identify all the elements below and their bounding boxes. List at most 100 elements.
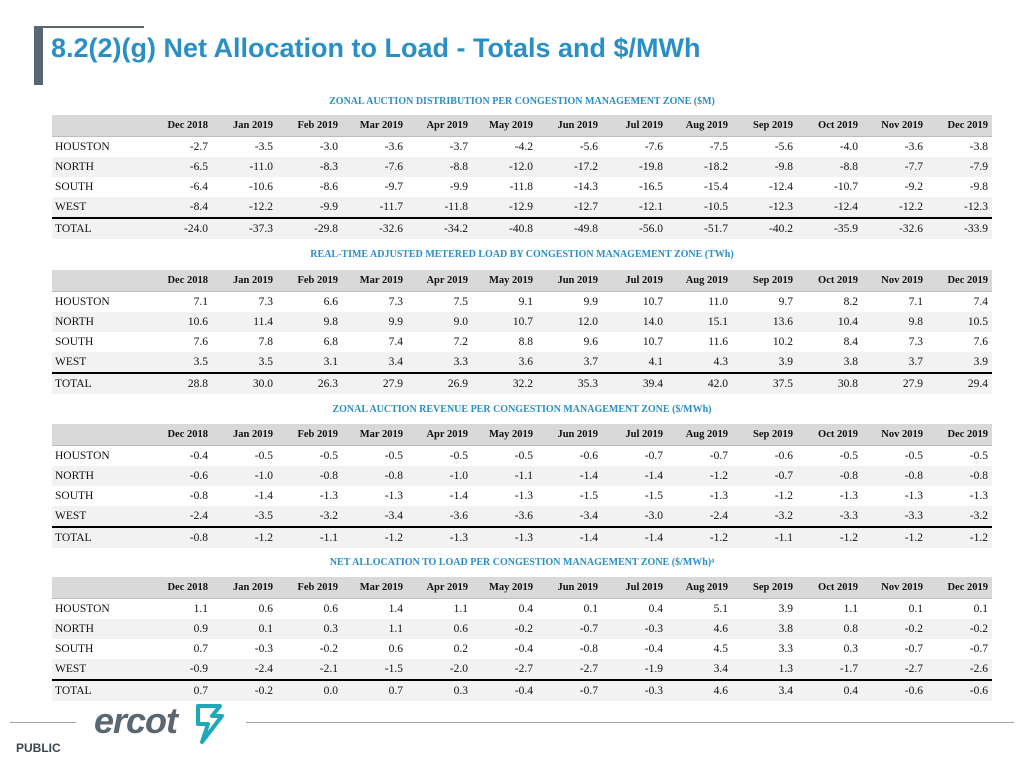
table-cell: 9.7 bbox=[778, 296, 793, 308]
column-header: Mar 2019 bbox=[342, 115, 407, 137]
table-cell: -12.1 bbox=[602, 197, 667, 218]
column-header: Nov 2019 bbox=[862, 577, 927, 599]
table-cell: -1.2 bbox=[774, 490, 793, 502]
table-cell: 10.5 bbox=[927, 312, 992, 332]
table-cell: 3.5 bbox=[147, 352, 212, 373]
table-cell: -0.6 bbox=[862, 679, 927, 701]
column-header: Dec 2018 bbox=[147, 115, 212, 137]
table-cell: -3.7 bbox=[449, 141, 468, 153]
row-label: WEST bbox=[52, 352, 147, 373]
row-label: WEST bbox=[52, 659, 147, 680]
table-cell: -0.4 bbox=[472, 679, 537, 701]
table-cell: -1.3 bbox=[839, 490, 858, 502]
table-cell: 12.0 bbox=[537, 312, 602, 332]
table-cell: 7.4 bbox=[388, 336, 403, 348]
table-cell: -0.4 bbox=[644, 643, 663, 655]
table-cell: 11.0 bbox=[708, 296, 728, 308]
data-table: Dec 2018 Jan 2019 Feb 2019 Mar 2019 Apr 2019… bbox=[52, 115, 992, 239]
table-cell: -11.8 bbox=[407, 197, 472, 218]
table-cell: -0.8 bbox=[277, 466, 342, 486]
table-cell: 0.1 bbox=[973, 603, 988, 615]
table-cell: -51.7 bbox=[667, 217, 732, 239]
table-cell: -0.6 bbox=[927, 679, 992, 701]
table-cell: 0.6 bbox=[323, 603, 338, 615]
table-cell: -0.7 bbox=[537, 679, 602, 701]
table-cell: -1.4 bbox=[602, 526, 667, 548]
table-cell: -3.3 bbox=[797, 506, 862, 527]
table-cell: 7.5 bbox=[453, 296, 468, 308]
table-cell: -3.5 bbox=[212, 506, 277, 527]
table-cell: 0.7 bbox=[147, 679, 212, 701]
column-header: Jun 2019 bbox=[537, 577, 602, 599]
table-row: WEST -8.4 -12.2 -9.9 -11.7 -11.8 -12.9 -12.7 -12… bbox=[52, 197, 992, 218]
table-cell: -0.7 bbox=[732, 466, 797, 486]
table-cell: 0.3 bbox=[843, 643, 858, 655]
table-cell: 32.2 bbox=[472, 372, 537, 394]
column-header: Sep 2019 bbox=[732, 270, 797, 292]
table-row: SOUTH 0.7 -0.3 -0.2 0.6 0.2 -0.4 -0.8 -0.4 4.5 3.3… bbox=[52, 639, 992, 659]
table-cell: 26.3 bbox=[277, 372, 342, 394]
table-row: NORTH 10.6 11.4 9.8 9.9 9.0 10.7 12.0 14.0 15.1 13… bbox=[52, 312, 992, 332]
table-cell: -3.8 bbox=[969, 141, 988, 153]
ercot-texas-icon bbox=[196, 704, 224, 744]
data-table: Dec 2018 Jan 2019 Feb 2019 Mar 2019 Apr 2019… bbox=[52, 424, 992, 548]
table-row: WEST -2.4 -3.5 -3.2 -3.4 -3.6 -3.6 -3.4 -3.0 -2.4… bbox=[52, 506, 992, 527]
row-label: WEST bbox=[52, 197, 147, 218]
column-header: Dec 2019 bbox=[927, 270, 992, 292]
table-cell: -0.5 bbox=[384, 450, 403, 462]
table-cell: 0.1 bbox=[583, 603, 598, 615]
table-cell: -0.2 bbox=[319, 643, 338, 655]
column-header: Oct 2019 bbox=[797, 424, 862, 446]
table-cell: -2.7 bbox=[862, 659, 927, 680]
column-header: Feb 2019 bbox=[277, 115, 342, 137]
table-cell: -0.3 bbox=[254, 643, 273, 655]
title-accent-bar bbox=[34, 26, 43, 85]
row-label: NORTH bbox=[52, 619, 147, 639]
table-cell: -0.2 bbox=[862, 619, 927, 639]
table-cell: -2.4 bbox=[667, 506, 732, 527]
column-header: Dec 2018 bbox=[147, 270, 212, 292]
table-cell: -5.6 bbox=[774, 141, 793, 153]
table-cell: 1.1 bbox=[843, 603, 858, 615]
table-cell: -3.6 bbox=[472, 506, 537, 527]
table-cell: 27.9 bbox=[342, 372, 407, 394]
table-cell: 1.1 bbox=[193, 603, 208, 615]
table-cell: -0.8 bbox=[579, 643, 598, 655]
table-cell: 7.2 bbox=[453, 336, 468, 348]
row-label: WEST bbox=[52, 506, 147, 527]
column-header: Sep 2019 bbox=[732, 424, 797, 446]
row-label: SOUTH bbox=[55, 490, 94, 502]
table-cell: 7.6 bbox=[193, 336, 208, 348]
table-cell: -0.7 bbox=[969, 643, 988, 655]
table-cell: 3.9 bbox=[732, 352, 797, 373]
table-cell: -6.5 bbox=[147, 157, 212, 177]
table-cell: -1.1 bbox=[732, 526, 797, 548]
table-cell: -11.0 bbox=[212, 157, 277, 177]
column-header: Nov 2019 bbox=[862, 115, 927, 137]
column-header: May 2019 bbox=[472, 424, 537, 446]
table-cell: -1.3 bbox=[384, 490, 403, 502]
table-cell: -3.5 bbox=[254, 141, 273, 153]
table-cell: -19.8 bbox=[602, 157, 667, 177]
column-header: Dec 2019 bbox=[927, 424, 992, 446]
table-cell: -2.4 bbox=[212, 659, 277, 680]
table-cell: -12.3 bbox=[927, 197, 992, 218]
header-corner-cell bbox=[52, 577, 147, 599]
table-cell: -7.6 bbox=[644, 141, 663, 153]
table-cell: 10.4 bbox=[797, 312, 862, 332]
table-cell: 3.1 bbox=[277, 352, 342, 373]
table-cell: -1.2 bbox=[667, 466, 732, 486]
table-cell: -0.7 bbox=[904, 643, 923, 655]
column-header: Nov 2019 bbox=[862, 424, 927, 446]
row-label: NORTH bbox=[52, 466, 147, 486]
table-cell: -1.3 bbox=[514, 490, 533, 502]
column-header: Apr 2019 bbox=[407, 577, 472, 599]
table-cell: 26.9 bbox=[407, 372, 472, 394]
row-label: HOUSTON bbox=[55, 296, 110, 308]
table-cell: -0.3 bbox=[602, 679, 667, 701]
row-label: SOUTH bbox=[55, 181, 94, 193]
table-cell: -32.6 bbox=[862, 217, 927, 239]
column-header: Oct 2019 bbox=[797, 115, 862, 137]
table-row: WEST -0.9 -2.4 -2.1 -1.5 -2.0 -2.7 -2.7 -1.9 3.4 1… bbox=[52, 659, 992, 680]
total-row: TOTAL -24.0 -37.3 -29.8 -32.6 -34.2 -40.8 -49.8… bbox=[52, 217, 992, 239]
